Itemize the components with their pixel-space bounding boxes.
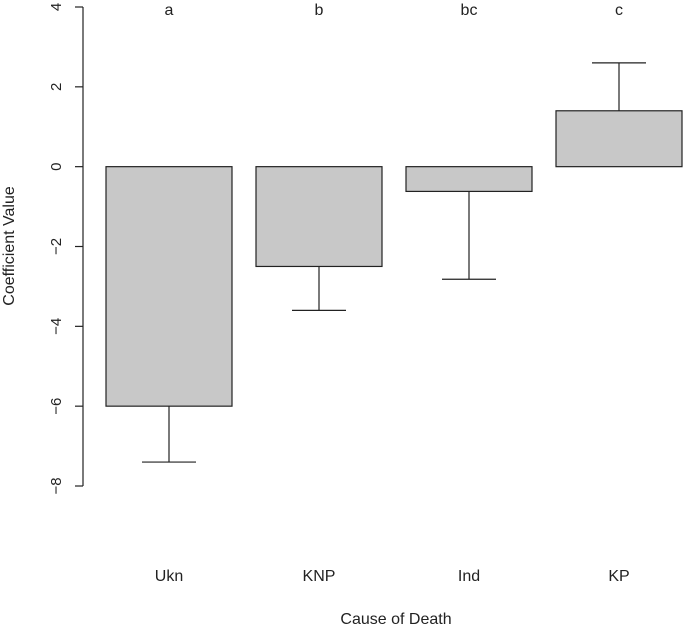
category-labels: Ukn KNP Ind KP	[155, 568, 630, 585]
group-label: bc	[461, 2, 478, 19]
y-tick-label: −2	[48, 238, 65, 255]
y-axis: −8 −6 −4 −2 0 2 4	[48, 3, 84, 495]
bar-ukn	[105, 166, 233, 407]
category-label: Ukn	[155, 568, 183, 585]
y-tick-label: −6	[48, 398, 65, 415]
bars	[105, 110, 683, 407]
y-tick-label: −4	[48, 318, 65, 335]
bar-knp	[255, 166, 383, 268]
y-tick-label: −8	[48, 477, 65, 494]
group-label: c	[615, 2, 623, 19]
bar-kp	[555, 110, 683, 168]
error-bars	[142, 62, 646, 463]
y-tick-label: 0	[48, 162, 65, 170]
y-tick-label: 4	[48, 3, 65, 11]
bar-ind	[405, 166, 533, 193]
category-label: KNP	[303, 568, 336, 585]
group-label: a	[165, 2, 174, 19]
y-tick-label: 2	[48, 83, 65, 91]
x-axis-title: Cause of Death	[340, 611, 451, 625]
category-label: KP	[608, 568, 629, 585]
group-letter-labels: a b bc c	[165, 2, 623, 19]
y-axis-title: Coefficient Value	[1, 186, 18, 306]
category-label: Ind	[458, 568, 480, 585]
group-label: b	[315, 2, 324, 19]
